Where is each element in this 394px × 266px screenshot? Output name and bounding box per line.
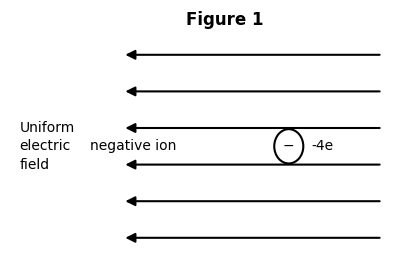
Text: Figure 1: Figure 1	[186, 11, 263, 29]
Text: −: −	[283, 139, 295, 153]
Text: Uniform
electric
field: Uniform electric field	[19, 121, 74, 172]
Text: -4e: -4e	[312, 139, 334, 153]
Text: negative ion: negative ion	[90, 139, 176, 153]
